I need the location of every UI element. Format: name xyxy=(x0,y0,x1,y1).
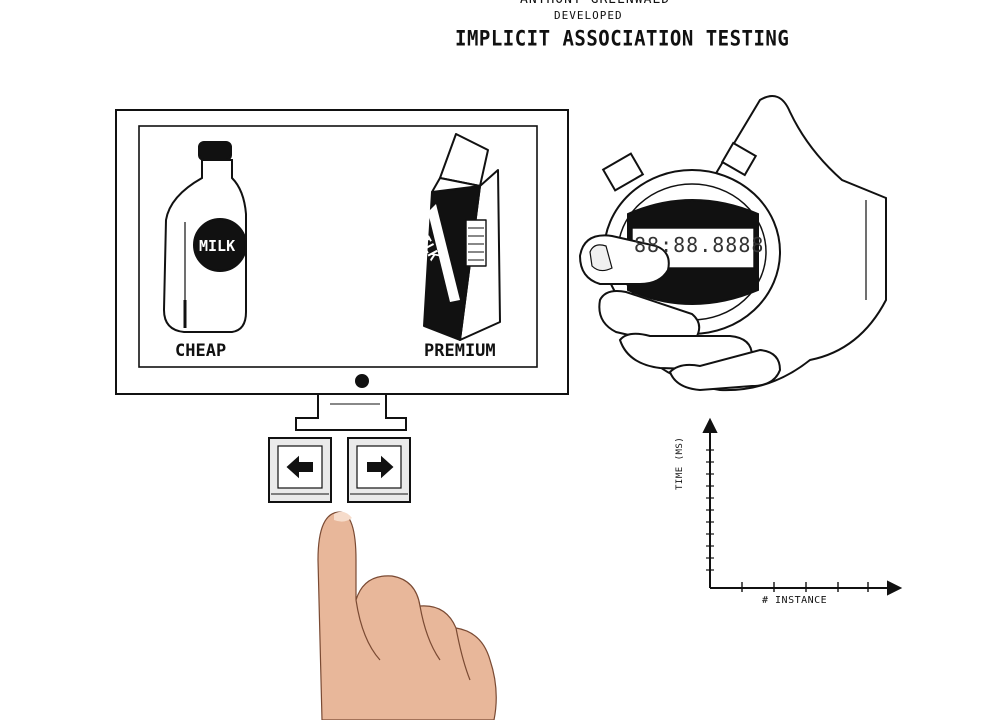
milk-bottle-icon xyxy=(162,141,247,333)
label-cheap: CHEAP xyxy=(175,341,227,361)
y-axis-ticks xyxy=(706,449,714,571)
stopwatch-hand-icon xyxy=(578,95,887,392)
stopwatch-readout: 88:88.8888 xyxy=(634,233,765,257)
graph-x-label: # INSTANCE xyxy=(762,595,828,606)
graph-y-label: TIME (ms) xyxy=(675,436,685,490)
monitor-screen xyxy=(138,125,538,368)
title-main: IMPLICIT ASSOCIATION TESTING xyxy=(455,26,790,52)
right-arrow-key[interactable] xyxy=(347,437,411,503)
monitor-bezel xyxy=(115,109,569,395)
milk-bottle-logo-text: MILK xyxy=(199,237,236,255)
label-premium: PREMIUM xyxy=(424,341,496,361)
title-developed: DEVELOPED xyxy=(554,9,623,22)
monitor-stand xyxy=(295,394,407,431)
left-arrow-icon xyxy=(286,455,313,479)
time-vs-instance-graph xyxy=(702,417,903,596)
x-axis-ticks xyxy=(741,582,869,592)
y-axis-arrow-icon xyxy=(702,417,718,433)
right-arrow-icon xyxy=(367,455,394,479)
power-button-icon xyxy=(355,374,369,388)
milk-carton-icon xyxy=(423,133,501,341)
x-axis-arrow-icon xyxy=(887,580,903,596)
title-author-name: ANTHONY GREENWALD xyxy=(520,0,670,7)
left-arrow-key[interactable] xyxy=(268,437,332,503)
pointing-hand-icon xyxy=(317,511,497,720)
monitor xyxy=(115,109,569,431)
